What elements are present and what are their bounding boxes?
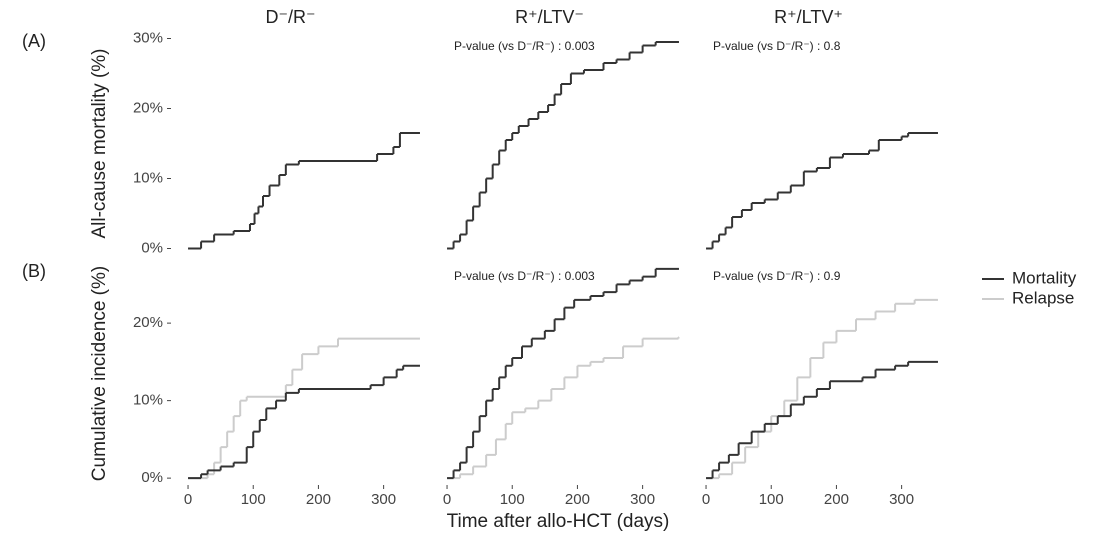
y-tick-label: 0% xyxy=(141,469,163,486)
p-value-annotation: P-value (vs D⁻/R⁻) : 0.003 xyxy=(454,269,595,283)
x-tick-label: 200 xyxy=(824,491,849,508)
p-value-annotation: P-value (vs D⁻/R⁻) : 0.003 xyxy=(454,39,595,53)
x-axis-label: Time after allo-HCT (days) xyxy=(447,511,670,532)
y-axis-label: Cumulative incidence (%) xyxy=(89,266,110,481)
y-tick-label: 20% xyxy=(133,99,163,116)
x-tick-label: 0 xyxy=(702,491,710,508)
panel-title: R⁺/LTV⁻ xyxy=(515,7,584,27)
x-tick-label: 200 xyxy=(565,491,590,508)
x-tick-label: 300 xyxy=(889,491,914,508)
x-tick-label: 300 xyxy=(371,491,396,508)
y-axis-label: All-cause mortality (%) xyxy=(89,48,110,238)
panel-title: R⁺/LTV⁺ xyxy=(774,7,843,27)
x-tick-label: 100 xyxy=(500,491,525,508)
y-tick-label: 20% xyxy=(133,314,163,331)
legend-label: Mortality xyxy=(1012,268,1077,287)
x-tick-label: 200 xyxy=(306,491,331,508)
x-tick-label: 0 xyxy=(184,491,192,508)
p-value-annotation: P-value (vs D⁻/R⁻) : 0.9 xyxy=(713,269,841,283)
y-tick-label: 0% xyxy=(141,239,163,256)
x-tick-label: 300 xyxy=(630,491,655,508)
x-tick-label: 0 xyxy=(443,491,451,508)
legend-label: Relapse xyxy=(1012,288,1074,307)
y-tick-label: 10% xyxy=(133,169,163,186)
row-label: (A) xyxy=(22,31,46,51)
panel-title: D⁻/R⁻ xyxy=(265,7,315,27)
y-tick-label: 30% xyxy=(133,29,163,46)
x-tick-label: 100 xyxy=(241,491,266,508)
y-tick-label: 10% xyxy=(133,392,163,409)
row-label: (B) xyxy=(22,261,46,281)
x-tick-label: 100 xyxy=(759,491,784,508)
p-value-annotation: P-value (vs D⁻/R⁻) : 0.8 xyxy=(713,39,841,53)
